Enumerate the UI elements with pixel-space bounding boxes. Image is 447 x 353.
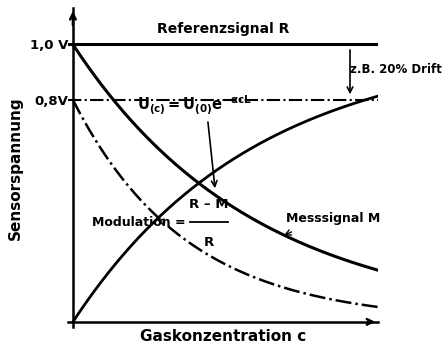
Text: Modulation =: Modulation = — [92, 215, 190, 228]
X-axis label: Gaskonzentration c: Gaskonzentration c — [140, 329, 306, 344]
Text: Referenzsignal R: Referenzsignal R — [157, 22, 289, 36]
Text: R – M: R – M — [190, 198, 229, 211]
Text: z.B. 20% Drift: z.B. 20% Drift — [350, 63, 442, 76]
Text: $\mathbf{U_{(c)}= U_{(0)}e^{-\alpha cL}}$: $\mathbf{U_{(c)}= U_{(0)}e^{-\alpha cL}}… — [138, 92, 253, 116]
Text: Messsignal M: Messsignal M — [287, 212, 381, 225]
Text: R: R — [204, 236, 214, 249]
Y-axis label: Sensorspannung: Sensorspannung — [8, 96, 23, 240]
